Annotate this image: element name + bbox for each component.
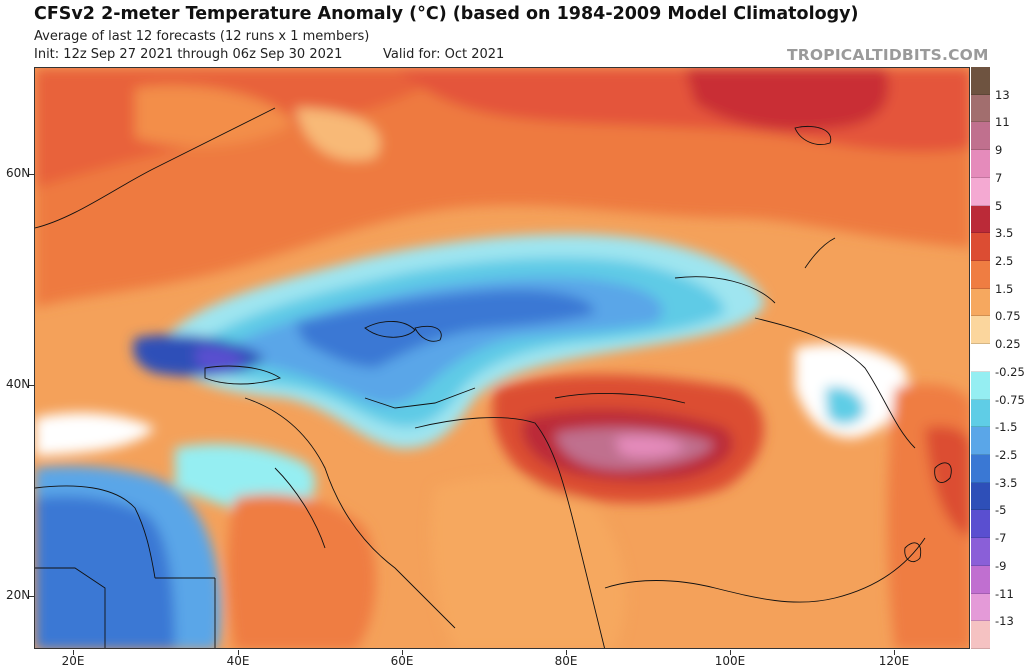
latitude-tick-40n [29,385,34,386]
color-legend-swatch [971,482,990,511]
coastlines [35,107,952,648]
color-legend-label: 9 [995,143,1003,158]
color-legend-swatch [971,122,990,151]
anomaly-shading [35,68,969,648]
map-title: CFSv2 2-meter Temperature Anomaly (°C) (… [34,4,859,24]
color-legend-swatch [971,288,990,317]
longitude-label-80e: 80E [554,654,578,668]
latitude-tick-20n [29,596,34,597]
init-time-label: Init: 12z Sep 27 2021 through 06z Sep 30… [34,47,343,62]
color-legend-swatch [971,177,990,206]
anomaly-map-canvas [35,68,969,648]
longitude-tick-60e [402,650,403,655]
color-legend-swatch [971,316,990,345]
longitude-tick-80e [566,650,567,655]
color-legend-label: -11 [995,586,1014,601]
color-legend-label: 1.5 [995,281,1014,296]
color-legend-label: -9 [995,558,1007,573]
color-legend-swatch [971,510,990,539]
color-legend-swatch [971,427,990,455]
color-legend-label: 0.25 [995,337,1021,352]
color-legend-swatch [971,621,990,649]
color-legend: 13 11 9 7 5 3.5 2.5 1.5 0.75 0.25 -0.25 -0.75 -1.5 -2… [971,67,1024,649]
color-legend-label: 5 [995,198,1003,213]
color-legend-swatch [971,538,990,566]
color-legend-label: -7 [995,531,1007,546]
color-legend-label: 11 [995,115,1010,130]
longitude-label-60e: 60E [390,654,414,668]
color-legend-swatch [971,455,990,483]
color-legend-swatch [971,150,990,178]
color-legend-swatch [971,233,990,261]
header: CFSv2 2-meter Temperature Anomaly (°C) (… [0,0,1024,66]
color-legend-label: 7 [995,170,1003,185]
color-legend-label: 0.75 [995,309,1021,324]
longitude-tick-100e [730,650,731,655]
anomaly-map [34,67,970,649]
longitude-tick-40e [238,650,239,655]
color-legend-label: 13 [995,87,1010,102]
longitude-label-40e: 40E [226,654,250,668]
color-legend-swatch [971,205,990,234]
color-legend-label: -1.5 [995,420,1018,435]
longitude-label-100e: 100E [714,654,746,668]
color-legend-swatch [971,371,990,400]
latitude-label-60n: 60N [6,166,31,180]
valid-time-label: Valid for: Oct 2021 [383,47,505,62]
color-legend-swatch [971,565,990,594]
latitude-label-40n: 40N [6,377,31,391]
color-legend-swatch [971,344,990,372]
color-legend-label: -5 [995,503,1007,518]
latitude-tick-60n [29,174,34,175]
color-legend-label: -2.5 [995,448,1018,462]
color-legend-label: -0.75 [995,392,1024,407]
color-legend-label: -0.25 [995,364,1024,379]
map-subtitle: Average of last 12 forecasts (12 runs x … [34,29,370,44]
color-legend-swatch [971,399,990,428]
color-legend-label: -3.5 [995,475,1018,490]
color-legend-label: -13 [995,614,1014,629]
color-legend-label: 2.5 [995,254,1014,268]
longitude-label-20e: 20E [61,654,85,668]
color-legend-label: 3.5 [995,226,1014,241]
longitude-label-120e: 120E [878,654,910,668]
brand-watermark: TROPICALTIDBITS.COM [787,46,989,64]
color-legend-swatch [971,67,990,95]
color-legend-swatch [971,261,990,289]
color-legend-swatch [971,593,990,622]
longitude-tick-20e [73,650,74,655]
latitude-label-20n: 20N [6,588,31,602]
color-legend-swatch [971,94,990,123]
longitude-tick-120e [894,650,895,655]
